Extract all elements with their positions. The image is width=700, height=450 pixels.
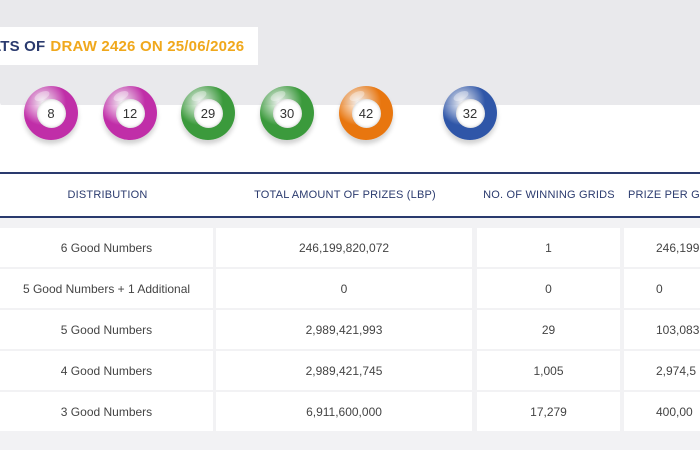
cell-distribution: 4 Good Numbers [0,351,213,390]
cell-distribution: 5 Good Numbers [0,310,213,349]
ball-number: 42 [358,105,374,121]
table-row: 5 Good Numbers 2,989,421,993 29 103,083, [0,310,700,350]
cell-winning-grids: 0 [477,269,620,308]
ball-number: 30 [279,105,295,121]
cell-prize-per-grid: 103,083, [624,310,700,349]
ball-number: 12 [122,105,138,121]
cell-total-amount: 0 [216,269,472,308]
header-distribution: DISTRIBUTION [67,189,148,201]
ball-5: 42 [339,86,393,140]
table-header: DISTRIBUTION TOTAL AMOUNT OF PRIZES (LBP… [0,172,700,218]
title-prefix: LTS OF [0,37,46,55]
results-title: LTS OF DRAW 2426 ON 25/06/2026 [0,27,258,65]
ball-3: 29 [181,86,235,140]
header-winning-grids: NO. OF WINNING GRIDS [483,189,615,201]
cell-winning-grids: 1 [477,228,620,267]
cell-distribution: 6 Good Numbers [0,228,213,267]
cell-prize-per-grid: 400,00 [624,392,700,431]
cell-prize-per-grid: 2,974,5 [624,351,700,390]
cell-distribution: 3 Good Numbers [0,392,213,431]
partial-ball [0,86,2,140]
header-total-amount: TOTAL AMOUNT OF PRIZES (LBP) [254,189,436,201]
cell-prize-per-grid: 246,199,82 [624,228,700,267]
ball-number: 8 [47,105,55,121]
additional-ball: 32 [443,86,497,140]
cell-winning-grids: 17,279 [477,392,620,431]
cell-distribution: 5 Good Numbers + 1 Additional [0,269,213,308]
ball-number: 32 [462,105,478,121]
ball-1: 8 [24,86,78,140]
cell-winning-grids: 1,005 [477,351,620,390]
table-row: 5 Good Numbers + 1 Additional 0 0 0 [0,269,700,309]
table-row: 4 Good Numbers 2,989,421,745 1,005 2,974,5 [0,351,700,391]
cell-winning-grids: 29 [477,310,620,349]
ball-4: 30 [260,86,314,140]
header-prize-per-grid: PRIZE PER GR [628,189,700,201]
ball-2: 12 [103,86,157,140]
cell-total-amount: 2,989,421,993 [216,310,472,349]
title-draw-info: DRAW 2426 ON 25/06/2026 [50,37,245,55]
ball-number: 29 [200,105,216,121]
cell-total-amount: 2,989,421,745 [216,351,472,390]
table-row: 3 Good Numbers 6,911,600,000 17,279 400,00 [0,392,700,432]
cell-prize-per-grid: 0 [624,269,700,308]
prize-table: DISTRIBUTION TOTAL AMOUNT OF PRIZES (LBP… [0,172,700,450]
cell-total-amount: 246,199,820,072 [216,228,472,267]
winning-balls: 8 12 29 30 42 32 [0,78,700,150]
cell-total-amount: 6,911,600,000 [216,392,472,431]
